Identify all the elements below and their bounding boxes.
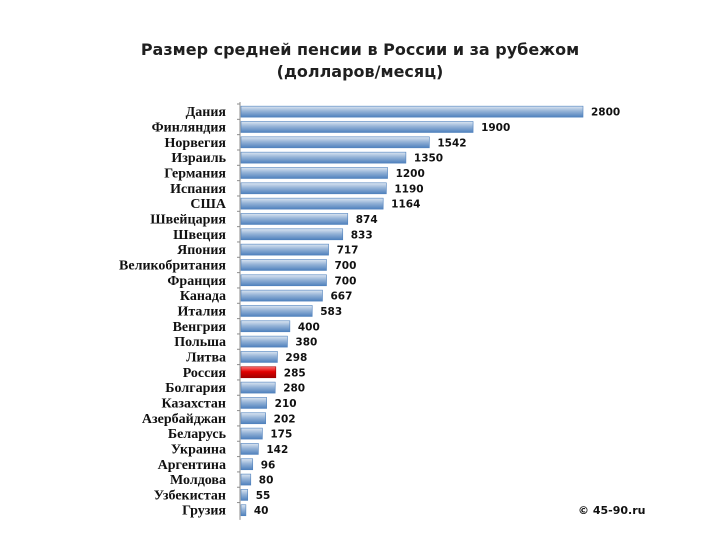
bar-6 [240, 197, 384, 210]
data-label: 833 [351, 229, 373, 241]
bar-26 [240, 504, 247, 517]
category-label: Грузия [182, 504, 226, 519]
data-label: 1350 [414, 153, 443, 165]
category-label: Беларусь [168, 427, 227, 442]
category-label: Болгария [165, 381, 226, 396]
data-label: 2800 [591, 107, 620, 119]
data-label: 96 [261, 459, 276, 471]
data-label: 380 [295, 337, 317, 349]
bar-25 [240, 489, 249, 501]
category-label: Польша [174, 335, 226, 350]
data-label: 1900 [481, 122, 510, 134]
data-label: 874 [356, 214, 378, 226]
bar-18 [240, 381, 276, 394]
copyright-text: © 45-90.ru [578, 504, 646, 517]
category-label: Германия [164, 166, 226, 181]
category-label: Израиль [171, 151, 226, 166]
data-label: 1190 [394, 183, 423, 195]
category-label: Италия [177, 304, 226, 319]
bar-10 [240, 259, 327, 271]
bar-13 [240, 305, 313, 317]
data-label: 700 [335, 275, 357, 287]
bar-3 [240, 151, 407, 164]
category-label: Дания [186, 105, 227, 120]
bar-1 [240, 121, 474, 133]
bar-21 [240, 427, 263, 440]
bar-highlight-17 [240, 366, 277, 379]
data-label: 717 [337, 245, 359, 257]
data-label: 55 [256, 490, 271, 502]
category-label: Испания [170, 182, 226, 197]
category-label: Узбекистан [154, 488, 226, 503]
bar-15 [240, 335, 288, 348]
data-label: 210 [275, 398, 297, 410]
bar-16 [240, 351, 278, 363]
category-label: Азербайджан [142, 412, 226, 427]
category-label: Норвегия [165, 136, 227, 151]
category-label: Молдова [170, 473, 226, 488]
data-label: 400 [298, 321, 320, 333]
bar-4 [240, 167, 388, 179]
bar-24 [240, 473, 252, 486]
chart-subtitle: (долларов/месяц) [276, 62, 444, 81]
bar-7 [240, 213, 349, 225]
category-label: Россия [183, 366, 227, 381]
data-label: 1164 [391, 199, 420, 211]
category-label: США [190, 197, 226, 212]
bar-19 [240, 397, 267, 409]
data-label: 175 [270, 429, 292, 441]
category-label: Франция [167, 274, 226, 289]
bar-5 [240, 182, 387, 195]
bar-14 [240, 320, 291, 333]
category-label: Великобритания [119, 258, 226, 273]
data-label: 40 [254, 505, 269, 517]
bar-9 [240, 243, 329, 256]
data-label: 667 [330, 291, 352, 303]
data-label: 80 [259, 475, 274, 487]
category-label: Венгрия [173, 320, 227, 335]
bar-11 [240, 274, 327, 287]
bar-2 [240, 136, 430, 149]
data-label: 1542 [437, 137, 466, 149]
bar-22 [240, 443, 259, 455]
chart-title: Размер средней пенсии в России и за рубе… [140, 40, 580, 59]
data-label: 583 [320, 306, 342, 318]
data-label: 1200 [396, 168, 425, 180]
data-label: 285 [284, 367, 306, 379]
category-label: Канада [180, 289, 226, 304]
data-label: 700 [335, 260, 357, 272]
category-label: Литва [186, 350, 226, 365]
category-label: Украина [171, 442, 226, 457]
data-label: 202 [274, 413, 296, 425]
data-label: 298 [285, 352, 307, 364]
bar-23 [240, 458, 254, 471]
bar-12 [240, 289, 323, 302]
data-label: 142 [266, 444, 288, 456]
category-label: Япония [177, 243, 226, 258]
category-label: Швеция [173, 228, 226, 243]
data-label: 280 [283, 383, 305, 395]
category-label: Аргентина [158, 458, 226, 473]
category-label: Финляндия [152, 120, 227, 135]
bar-8 [240, 228, 344, 241]
category-label: Швейцария [150, 212, 226, 227]
bar-20 [240, 412, 266, 425]
bar-0 [240, 105, 584, 118]
category-label: Казахстан [161, 396, 226, 411]
